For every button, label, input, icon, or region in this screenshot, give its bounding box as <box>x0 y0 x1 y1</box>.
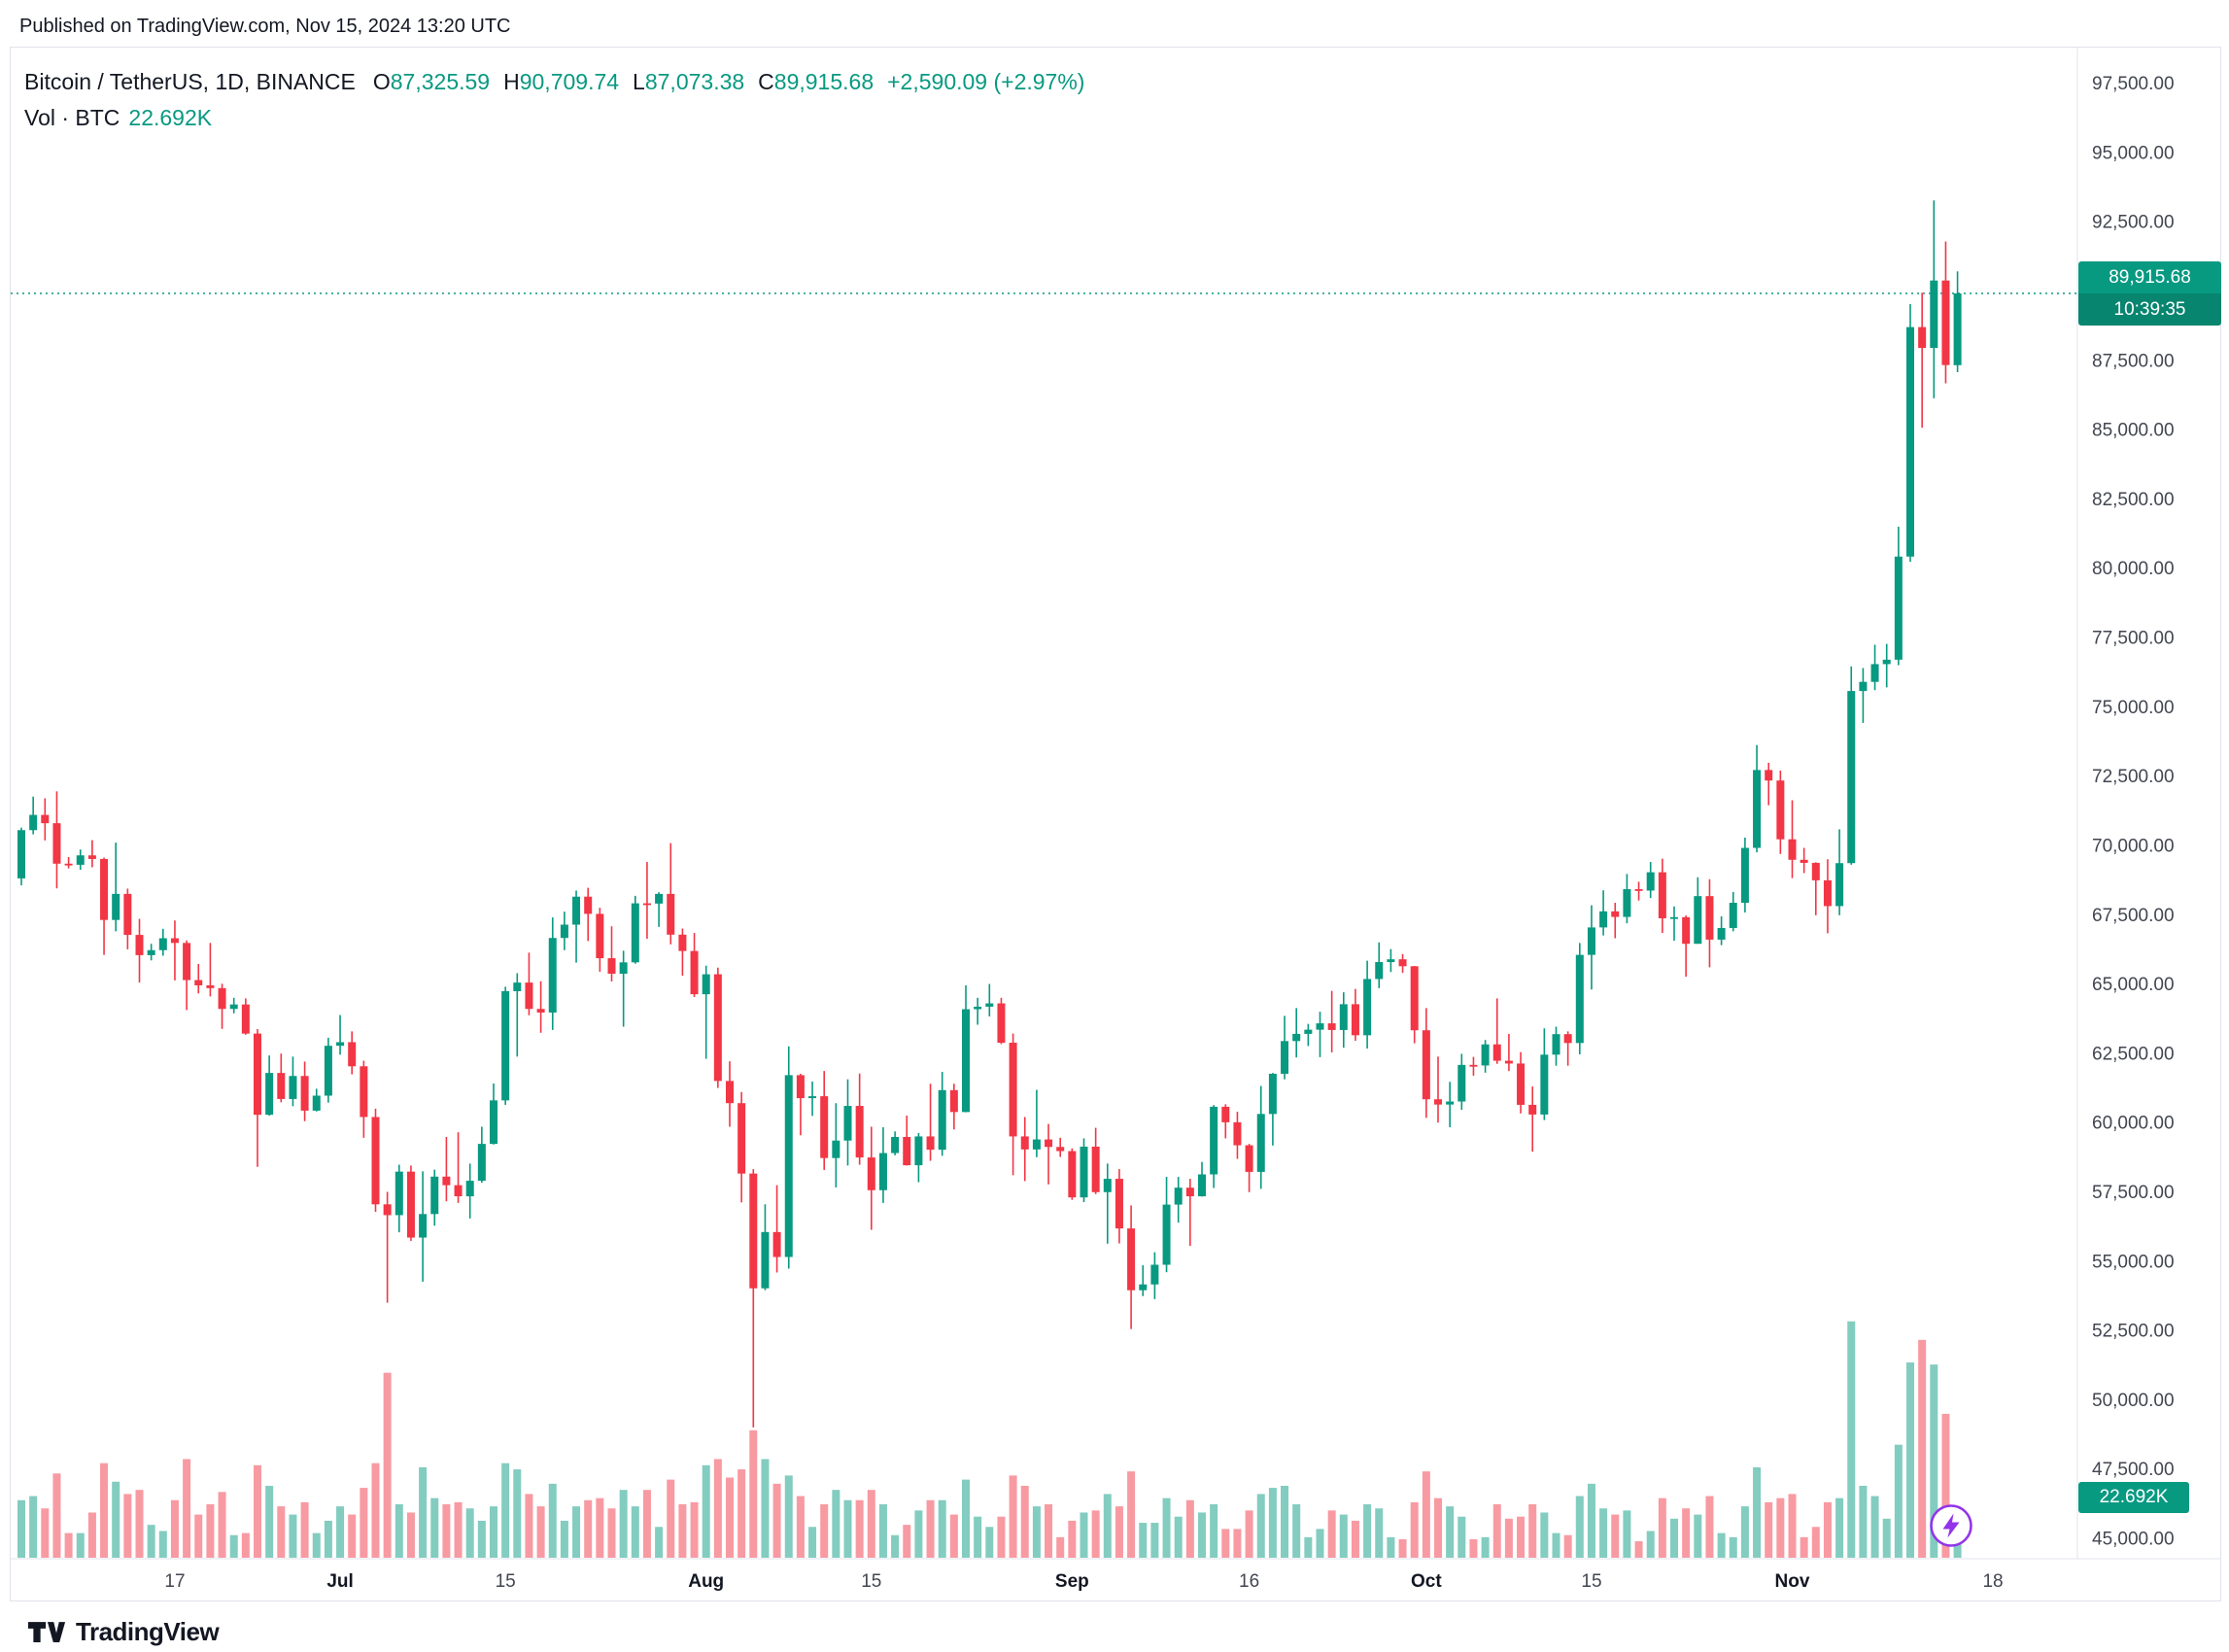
svg-text:75,000.00: 75,000.00 <box>2092 698 2175 718</box>
volume-axis-badge: 22.692K <box>2078 1482 2189 1513</box>
last-price-value: 89,915.68 <box>2078 261 2221 293</box>
svg-text:57,500.00: 57,500.00 <box>2092 1183 2175 1203</box>
volume-label: Vol · BTC <box>24 105 120 130</box>
svg-text:92,500.00: 92,500.00 <box>2092 213 2175 233</box>
svg-text:Aug: Aug <box>688 1571 724 1592</box>
svg-text:65,000.00: 65,000.00 <box>2092 975 2175 995</box>
svg-text:15: 15 <box>861 1571 881 1592</box>
legend-line-1: Bitcoin / TetherUS, 1D, BINANCE O87,325.5… <box>24 69 1084 95</box>
tradingview-logo-text: TradingView <box>76 1617 220 1646</box>
last-price-badge: 89,915.68 10:39:35 <box>2078 261 2221 326</box>
svg-text:70,000.00: 70,000.00 <box>2092 836 2175 856</box>
svg-text:15: 15 <box>1581 1571 1601 1592</box>
svg-text:50,000.00: 50,000.00 <box>2092 1391 2175 1411</box>
svg-text:Nov: Nov <box>1775 1571 1810 1592</box>
legend-line-2: Vol · BTC 22.692K <box>24 105 1084 131</box>
publish-line: Published on TradingView.com, Nov 15, 20… <box>19 16 511 37</box>
svg-text:82,500.00: 82,500.00 <box>2092 490 2175 510</box>
price-change: +2,590.09 (+2.97%) <box>887 69 1085 94</box>
volume-value: 22.692K <box>128 105 213 130</box>
ohlc-low: L87,073.38 <box>633 69 745 94</box>
svg-text:Oct: Oct <box>1411 1571 1442 1592</box>
symbol-title[interactable]: Bitcoin / TetherUS, 1D, BINANCE <box>24 69 356 94</box>
svg-text:87,500.00: 87,500.00 <box>2092 351 2175 371</box>
ohlc-close: C89,915.68 <box>758 69 874 94</box>
svg-text:52,500.00: 52,500.00 <box>2092 1322 2175 1342</box>
ohlc-high: H90,709.74 <box>503 69 620 94</box>
svg-text:Sep: Sep <box>1055 1571 1089 1592</box>
svg-text:15: 15 <box>496 1571 516 1592</box>
svg-text:95,000.00: 95,000.00 <box>2092 143 2175 163</box>
svg-text:17: 17 <box>164 1571 185 1592</box>
svg-text:47,500.00: 47,500.00 <box>2092 1460 2175 1480</box>
svg-text:97,500.00: 97,500.00 <box>2092 74 2175 94</box>
svg-text:16: 16 <box>1239 1571 1259 1592</box>
svg-text:45,000.00: 45,000.00 <box>2092 1530 2175 1550</box>
svg-text:18: 18 <box>1982 1571 2003 1592</box>
tradingview-logo-icon <box>27 1621 66 1642</box>
svg-text:80,000.00: 80,000.00 <box>2092 559 2175 579</box>
svg-text:67,500.00: 67,500.00 <box>2092 906 2175 926</box>
svg-text:72,500.00: 72,500.00 <box>2092 767 2175 787</box>
bar-countdown: 10:39:35 <box>2078 293 2221 326</box>
tradingview-logo[interactable]: TradingView <box>27 1617 220 1647</box>
lightning-icon <box>1930 1504 1972 1547</box>
svg-text:60,000.00: 60,000.00 <box>2092 1114 2175 1134</box>
candlestick-chart[interactable]: 45,000.00 47,500.00 50,000.00 52,500.00 55,0… <box>11 48 2220 1600</box>
svg-text:Jul: Jul <box>326 1571 353 1592</box>
lightning-boost-button[interactable] <box>1928 1502 1974 1549</box>
chart-legend: Bitcoin / TetherUS, 1D, BINANCE O87,325.5… <box>24 69 1084 131</box>
chart-frame: 45,000.00 47,500.00 50,000.00 52,500.00 55,0… <box>10 47 2221 1601</box>
svg-text:85,000.00: 85,000.00 <box>2092 421 2175 441</box>
ohlc-open: O87,325.59 <box>372 69 491 94</box>
svg-text:62,500.00: 62,500.00 <box>2092 1044 2175 1064</box>
svg-text:77,500.00: 77,500.00 <box>2092 629 2175 649</box>
svg-text:55,000.00: 55,000.00 <box>2092 1252 2175 1272</box>
